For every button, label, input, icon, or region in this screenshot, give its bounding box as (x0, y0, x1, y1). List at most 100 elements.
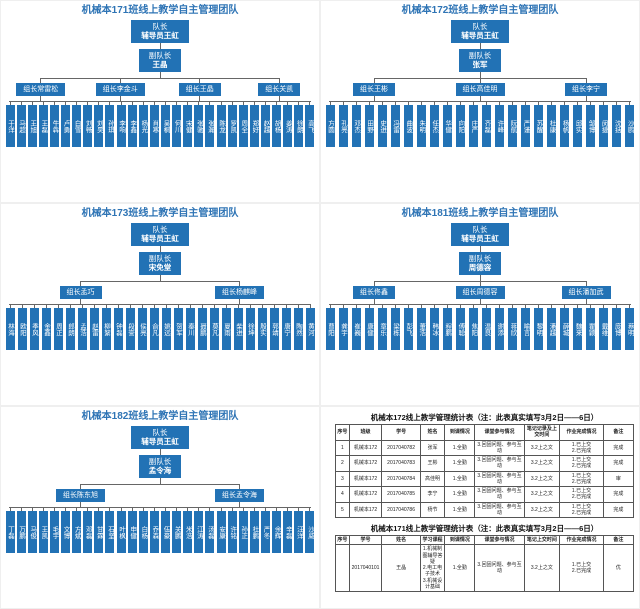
member-wrap: 孙正 (238, 507, 248, 554)
connector-line (98, 507, 100, 512)
connector-line (187, 101, 189, 106)
member-wrap: 姜涛 (283, 101, 293, 148)
member-node: 戴维 (599, 308, 609, 351)
connector-line (131, 507, 133, 512)
member-node: 王旭 (27, 105, 37, 148)
table-row: 1 机械本172 2017040782 张军 1.全勤 3.回固问题、参与互动 3.2上之文… (335, 439, 635, 456)
member-node: 白杨 (138, 511, 148, 554)
connector-line (287, 507, 289, 512)
chart-title: 机械本172班线上教学自主管理团队 (401, 5, 559, 16)
group-leader-node: 组长周德容 (455, 285, 505, 300)
panel-org-172: 机械本172班线上教学自主管理团队 队长 辅导员王虹 副队长 张军 组长王彬 组长高佳明 组长… (320, 0, 640, 203)
connector-line (297, 304, 299, 309)
member-wrap: 周全 (238, 101, 248, 148)
connector-line (511, 304, 513, 309)
member-wrap: 张驰 (194, 101, 204, 148)
member-node: 郎朗 (65, 308, 75, 351)
table-cell: 机械本172 (348, 470, 383, 487)
group-leader-node: 组长常雷松 (16, 82, 66, 97)
connector-line (420, 101, 422, 106)
member-wrap: 梁栋 (390, 304, 400, 351)
connector-line (159, 42, 161, 49)
member-node: 吴桐 (161, 105, 171, 148)
connector-line (109, 507, 111, 512)
member-node: 董浩 (416, 308, 426, 351)
table-row: 4 机械本172 2017040785 李宁 1.全勤 3.回固问题、参与互动 3.2上之文… (335, 486, 635, 503)
connector-line (368, 101, 370, 106)
connector-line (253, 507, 255, 512)
member-wrap: 汪洋 (294, 507, 304, 554)
connector-line (590, 101, 592, 106)
connector-line (472, 101, 474, 106)
connector-line (199, 77, 201, 83)
table-cell: 机械本172 (348, 439, 383, 456)
connector-line (239, 483, 240, 489)
col-header: 姓名 (419, 424, 446, 441)
group-wrap: 组长孟巧 (1, 280, 160, 305)
table-row: 5 机械本172 2017040786 杨节 1.全勤 3.回固问题、参与互动 3.2上之文… (335, 501, 635, 518)
connector-line (420, 304, 422, 309)
connector-line (242, 101, 244, 106)
table-cell: 3.回固问题、参与互动 (474, 455, 525, 472)
group-leader-node: 组长李宁 (565, 82, 607, 97)
member-wrap: 蒋欣 (507, 304, 517, 351)
member-wrap: 史进 (377, 101, 387, 148)
member-node: 温良 (481, 308, 491, 351)
member-wrap: 华健 (442, 101, 452, 148)
connector-line (20, 101, 22, 106)
connector-line (407, 101, 409, 106)
member-wrap: 江涛 (194, 507, 204, 554)
member-wrap: 杨帆 (560, 101, 570, 148)
connector-line (285, 304, 287, 309)
member-wrap: 焦阳 (468, 304, 478, 351)
connector-line (93, 304, 95, 309)
connector-line (9, 304, 11, 309)
leader-name-label: 辅导员王虹 (141, 234, 179, 244)
table-cell: 完成 (602, 486, 635, 503)
member-node: 周全 (238, 105, 248, 148)
member-node: 康健 (364, 308, 374, 351)
member-node: 文博 (61, 511, 71, 554)
table-cell: 3.2上之文 (523, 544, 561, 592)
member-node: 朱明 (416, 105, 426, 148)
connector-line (278, 77, 280, 83)
member-wrap: 白杨 (138, 507, 148, 554)
member-wrap: 肖寒 (149, 101, 159, 148)
deputy-node: 副队长 王晶 (138, 48, 182, 72)
group-leader-node: 组长关凯 (258, 82, 301, 97)
connector-line (80, 483, 81, 489)
member-node: 蔡明 (625, 308, 635, 351)
member-node: 段誉 (125, 308, 135, 351)
member-wrap: 卢勇 (61, 101, 71, 148)
member-node: 向阳 (455, 105, 465, 148)
connector-line (176, 507, 178, 512)
member-node: 欧阳 (17, 308, 27, 351)
member-node: 邹博 (586, 105, 596, 148)
member-wrap: 王旭 (27, 101, 37, 148)
member-node: 万鹏 (16, 511, 26, 554)
member-node: 周正 (53, 308, 63, 351)
member-wrap: 吴桐 (161, 101, 171, 148)
connector-line (298, 101, 300, 106)
connector-line (407, 304, 409, 309)
member-wrap: 黎明 (534, 304, 544, 351)
table-cell: 1 (335, 439, 350, 456)
connector-line (165, 101, 167, 106)
member-wrap: 米浩 (183, 507, 193, 554)
member-wrap: 陶然 (293, 304, 303, 351)
connector-line (524, 101, 526, 106)
group-wrap: 组长常雷松 (1, 77, 81, 102)
col-header: 作业完成情况 (559, 534, 604, 546)
member-node: 魏来 (573, 308, 583, 351)
connector-line (231, 507, 233, 512)
table-cell: 3.2上之文 (523, 486, 561, 503)
connector-line (479, 280, 481, 286)
deputy-node: 副队长 周德容 (458, 251, 502, 275)
connector-line (159, 477, 161, 484)
connector-line (45, 304, 47, 309)
member-node: 罗凯 (227, 105, 237, 148)
member-wrap: 苏醒 (534, 101, 544, 148)
table-title: 机械本171线上教学管理统计表（注：此表真实填写3月2日——6日） (370, 524, 599, 533)
member-node: 薛城 (560, 308, 570, 351)
connector-line (253, 101, 255, 106)
